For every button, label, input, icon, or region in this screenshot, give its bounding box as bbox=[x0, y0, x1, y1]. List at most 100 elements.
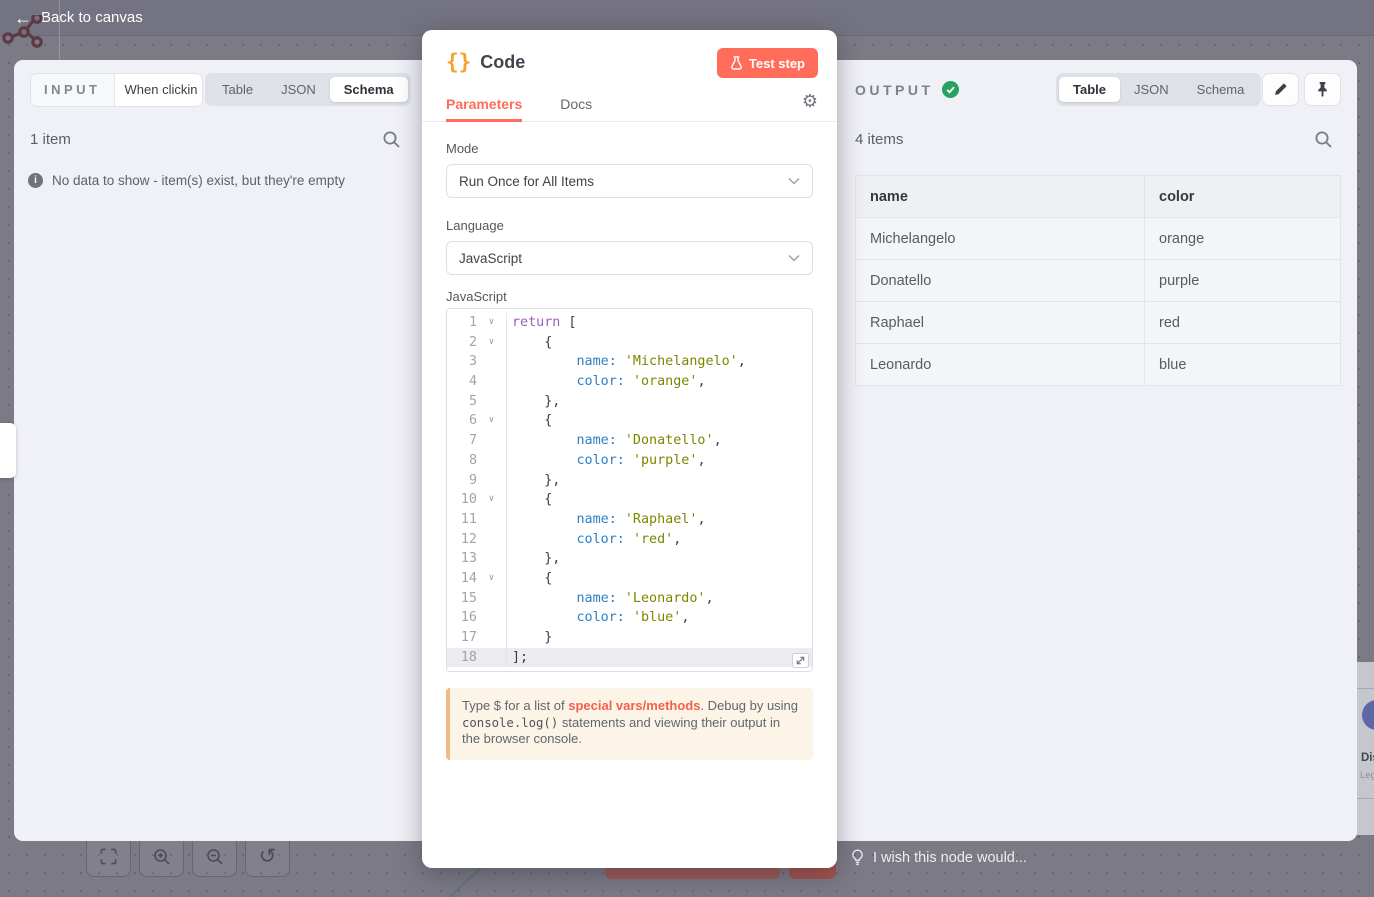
fold-spacer bbox=[477, 529, 507, 550]
fold-icon[interactable]: ∨ bbox=[477, 313, 507, 333]
input-tab-table[interactable]: Table bbox=[222, 82, 254, 97]
code-line: 3 name: 'Michelangelo', bbox=[447, 352, 812, 373]
output-panel-header: OUTPUT bbox=[855, 81, 959, 98]
node-feedback-prompt[interactable]: I wish this node would... bbox=[851, 849, 1027, 866]
fold-spacer bbox=[477, 647, 507, 668]
node-title: Code bbox=[480, 51, 526, 72]
special-vars-link[interactable]: special vars/methods bbox=[568, 698, 701, 713]
modal-tabs: Parameters Docs bbox=[422, 88, 837, 122]
output-display-mode-tabs: Table JSON Schema bbox=[1056, 73, 1262, 106]
output-tab-schema[interactable]: Schema bbox=[1196, 82, 1245, 97]
table-cell: blue bbox=[1144, 343, 1341, 386]
fit-view-icon bbox=[100, 848, 117, 865]
back-to-canvas-link[interactable]: Back to canvas bbox=[41, 9, 143, 26]
fold-spacer bbox=[477, 450, 507, 471]
fold-spacer bbox=[477, 431, 507, 451]
mode-field-label: Mode bbox=[446, 141, 479, 156]
canvas-edge-line bbox=[59, 0, 60, 60]
success-check-icon bbox=[941, 81, 959, 98]
zoom-out-button[interactable] bbox=[192, 836, 237, 877]
node-title: Dis bbox=[1361, 752, 1374, 764]
back-arrow-icon[interactable]: ← bbox=[14, 7, 32, 28]
input-empty-message: No data to show - item(s) exist, but the… bbox=[52, 173, 345, 188]
table-cell: Donatello bbox=[855, 259, 1145, 302]
fold-icon[interactable]: ∨ bbox=[477, 332, 507, 353]
fold-icon[interactable]: ∨ bbox=[477, 490, 507, 510]
fold-spacer bbox=[477, 588, 507, 609]
fold-icon[interactable]: ∨ bbox=[477, 411, 507, 432]
output-tab-json[interactable]: JSON bbox=[1134, 82, 1169, 97]
mode-select[interactable]: Run Once for All Items bbox=[446, 164, 813, 198]
test-step-button[interactable]: Test step bbox=[716, 48, 818, 78]
reset-zoom-button[interactable]: ↺ bbox=[245, 836, 290, 877]
code-line: 13 }, bbox=[447, 549, 812, 569]
table-cell: Leonardo bbox=[855, 343, 1145, 386]
code-line: 12 color: 'red', bbox=[447, 529, 812, 550]
fold-spacer bbox=[477, 352, 507, 373]
table-cell: Raphael bbox=[855, 301, 1145, 344]
code-line: 9 }, bbox=[447, 470, 812, 491]
input-tab-schema[interactable]: Schema bbox=[329, 77, 408, 102]
code-line: 6 ∨ { bbox=[447, 411, 812, 432]
fold-spacer bbox=[477, 608, 507, 628]
output-table-container: name color Michelangelo orange Donatello pur… bbox=[855, 175, 1341, 386]
fold-spacer bbox=[477, 509, 507, 530]
fold-spacer bbox=[477, 470, 507, 491]
code-line: 11 name: 'Raphael', bbox=[447, 509, 812, 530]
table-cell: Michelangelo bbox=[855, 217, 1145, 260]
table-row: Raphael red bbox=[855, 301, 1341, 344]
fold-spacer bbox=[477, 549, 507, 569]
flask-icon bbox=[731, 56, 742, 70]
language-select[interactable]: JavaScript bbox=[446, 241, 813, 275]
editor-resize-handle[interactable] bbox=[792, 653, 809, 668]
fold-icon[interactable]: ∨ bbox=[477, 568, 507, 589]
code-line: 17 } bbox=[447, 628, 812, 648]
zoom-in-icon bbox=[153, 848, 170, 865]
zoom-in-button[interactable] bbox=[139, 836, 184, 877]
code-line: 1 ∨ return [ bbox=[447, 313, 812, 333]
input-source-selector[interactable]: INPUT When clickin bbox=[30, 73, 203, 107]
chevron-down-icon bbox=[788, 177, 800, 185]
table-cell: red bbox=[1144, 301, 1341, 344]
search-icon[interactable] bbox=[382, 130, 402, 150]
fit-view-button[interactable] bbox=[86, 836, 131, 877]
fold-spacer bbox=[477, 628, 507, 648]
edit-output-button[interactable] bbox=[1262, 73, 1299, 106]
language-field-label: Language bbox=[446, 218, 504, 233]
panel-drag-handle[interactable] bbox=[0, 423, 16, 478]
code-line: 10 ∨ { bbox=[447, 490, 812, 510]
tab-parameters[interactable]: Parameters bbox=[446, 88, 523, 122]
code-node-modal: {} Code Test step Parameters Docs ⚙ Mode… bbox=[422, 30, 837, 868]
output-tab-table[interactable]: Table bbox=[1059, 77, 1120, 102]
gear-icon[interactable]: ⚙ bbox=[801, 91, 818, 111]
fold-spacer bbox=[477, 372, 507, 392]
code-line: 5 }, bbox=[447, 391, 812, 412]
code-line: 7 name: 'Donatello', bbox=[447, 431, 812, 451]
editor-field-label: JavaScript bbox=[446, 289, 507, 304]
code-line: 8 color: 'purple', bbox=[447, 450, 812, 471]
node-avatar bbox=[1362, 700, 1374, 730]
output-panel-title: OUTPUT bbox=[855, 81, 934, 98]
input-source-node[interactable]: When clickin bbox=[114, 74, 202, 106]
n8n-logo bbox=[2, 15, 43, 48]
node-subtitle: Lega bbox=[1360, 770, 1374, 781]
info-icon: i bbox=[28, 173, 43, 188]
code-line: 15 name: 'Leonardo', bbox=[447, 588, 812, 609]
tab-docs[interactable]: Docs bbox=[560, 95, 593, 112]
output-table: name color Michelangelo orange Donatello pur… bbox=[855, 175, 1341, 386]
table-column-header: color bbox=[1144, 175, 1341, 218]
fold-spacer bbox=[477, 391, 507, 412]
pin-data-button[interactable] bbox=[1304, 73, 1341, 106]
search-icon[interactable] bbox=[1314, 130, 1334, 150]
curly-braces-icon: {} bbox=[446, 50, 472, 74]
code-editor[interactable]: 1 ∨ return [2 ∨ {3 name: 'Michelangelo', 4 c… bbox=[446, 308, 813, 672]
wish-text: I wish this node would... bbox=[873, 849, 1027, 866]
modal-header: {} Code bbox=[446, 50, 525, 74]
code-lines: 1 ∨ return [2 ∨ {3 name: 'Michelangelo', 4 c… bbox=[447, 313, 812, 668]
input-tab-json[interactable]: JSON bbox=[281, 82, 316, 97]
reset-zoom-icon: ↺ bbox=[258, 845, 277, 868]
table-cell: orange bbox=[1144, 217, 1341, 260]
code-line: 2 ∨ { bbox=[447, 332, 812, 353]
code-line: 16 color: 'blue', bbox=[447, 608, 812, 628]
